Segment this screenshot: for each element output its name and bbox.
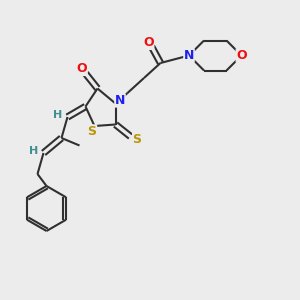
Text: O: O	[143, 36, 154, 50]
Text: N: N	[184, 49, 194, 62]
Text: S: S	[133, 133, 142, 146]
Text: H: H	[29, 146, 38, 156]
Text: O: O	[76, 62, 87, 76]
Text: O: O	[236, 49, 247, 62]
Text: S: S	[88, 125, 97, 138]
Text: N: N	[115, 94, 125, 107]
Text: H: H	[53, 110, 62, 120]
